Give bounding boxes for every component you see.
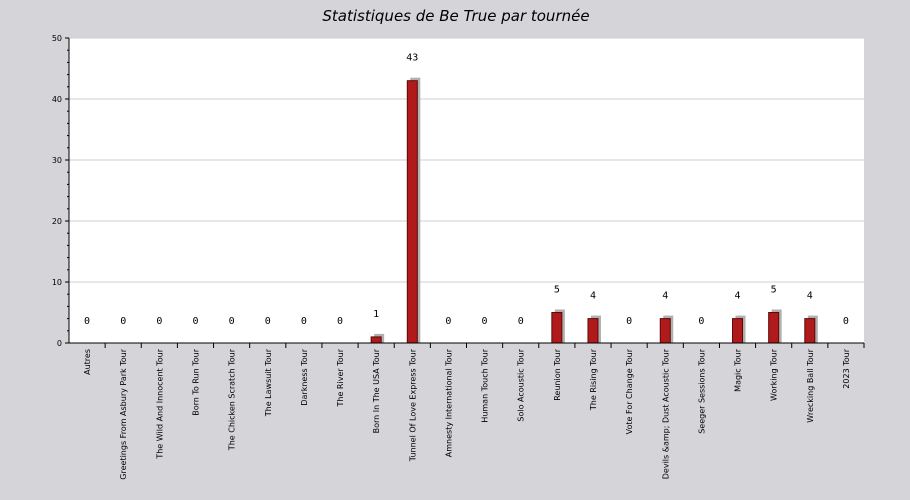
y-tick-label: 0 — [57, 339, 62, 348]
y-tick-label: 20 — [52, 217, 62, 226]
data-label: 4 — [590, 291, 596, 302]
x-tick-label: Autres — [83, 349, 92, 375]
y-axis-ticks: 0 10 20 30 40 50 — [52, 34, 69, 348]
data-label: 0 — [84, 316, 90, 327]
x-tick-label: Born In The USA Tour — [372, 348, 381, 433]
data-label: 0 — [301, 316, 307, 327]
bar — [587, 318, 599, 344]
x-tick-label: Vote For Change Tour — [625, 348, 634, 434]
axes — [68, 38, 865, 348]
x-tick-label: Wrecking Ball Tour — [806, 348, 815, 422]
x-tick-label: Darkness Tour — [300, 348, 309, 405]
data-label: 0 — [156, 316, 162, 327]
x-tick-label: The Chicken Scratch Tour — [228, 348, 237, 451]
data-label: 0 — [518, 316, 524, 327]
x-tick-label: Amnesty International Tour — [444, 348, 453, 457]
data-label: 0 — [626, 316, 632, 327]
data-label: 0 — [120, 316, 126, 327]
y-tick-label: 30 — [52, 156, 62, 165]
data-label: 43 — [406, 53, 418, 64]
bar — [659, 318, 671, 344]
x-tick-label: 2023 Tour — [842, 348, 851, 388]
y-tick-label: 10 — [52, 278, 62, 287]
bar — [370, 336, 382, 344]
data-label: 0 — [229, 316, 235, 327]
data-label: 0 — [698, 316, 704, 327]
data-label: 0 — [337, 316, 343, 327]
x-tick-label: Tunnel Of Love Express Tour — [408, 348, 417, 462]
x-tick-label: The Lawsuit Tour — [264, 348, 273, 417]
data-label: 0 — [192, 316, 198, 327]
y-tick-label: 50 — [52, 34, 62, 43]
data-label: 0 — [265, 316, 271, 327]
data-label: 0 — [843, 316, 849, 327]
data-label: 5 — [771, 285, 777, 296]
data-label: 5 — [554, 285, 560, 296]
data-label: 0 — [482, 316, 488, 327]
plot-area — [69, 38, 864, 343]
chart-title: Statistiques de Be True par tournée — [322, 7, 589, 25]
data-label: 4 — [807, 291, 813, 302]
bar — [768, 312, 780, 344]
bar — [732, 318, 744, 344]
x-tick-label: Magic Tour — [734, 348, 743, 392]
x-tick-label: Solo Acoustic Tour — [517, 348, 526, 421]
x-tick-label: Working Tour — [770, 348, 779, 401]
data-label: 1 — [373, 309, 379, 320]
data-label: 0 — [445, 316, 451, 327]
data-labels: 0 0 0 0 0 0 0 0 1 43 0 0 0 5 4 0 4 0 4 5 4 0 — [84, 53, 849, 327]
grid-lines — [69, 37, 864, 283]
data-label: 4 — [735, 291, 741, 302]
x-tick-label: Human Touch Tour — [481, 348, 490, 422]
bars-group — [370, 77, 818, 344]
x-axis-labels: Autres Greetings From Asbury Park Tour The… — [83, 348, 851, 479]
x-tick-label: Greetings From Asbury Park Tour — [119, 348, 128, 479]
x-tick-label: Devils &amp; Dust Acoustic Tour — [661, 348, 670, 479]
bar — [551, 312, 563, 344]
x-tick-label: Reunion Tour — [553, 348, 562, 400]
x-tick-label: Born To Run Tour — [191, 348, 200, 415]
y-tick-label: 40 — [52, 95, 62, 104]
bar — [804, 318, 816, 344]
x-tick-label: The Rising Tour — [589, 348, 598, 411]
x-tick-label: Seeger Sessions Tour — [697, 348, 706, 433]
x-tick-label: The Wild And Innocent Tour — [155, 348, 164, 459]
bar — [406, 80, 418, 344]
data-label: 4 — [662, 291, 668, 302]
x-tick-label: The River Tour — [336, 348, 345, 407]
